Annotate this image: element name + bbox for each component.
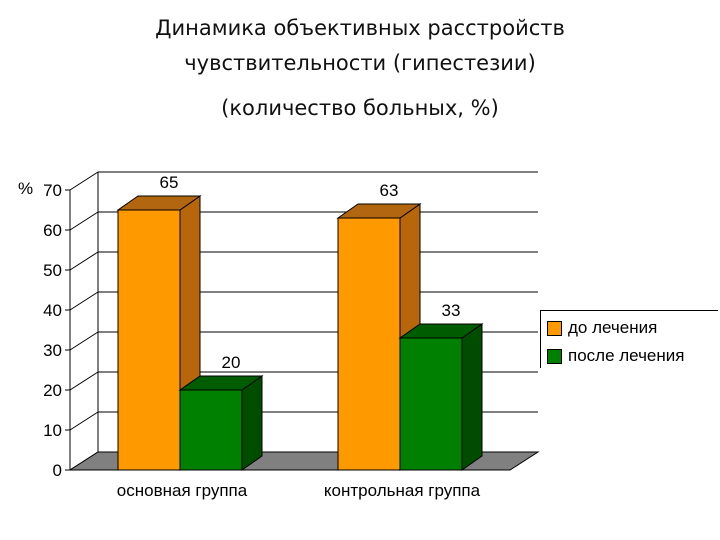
data-label: 33 [442,301,461,320]
legend-swatch-orange [547,320,562,336]
data-label: 65 [160,173,179,192]
chart-subtitle: (количество больных, %) [221,96,499,120]
legend-label: до лечения [568,318,658,337]
chart-title-line-1: Динамика объективных расстройств [155,16,565,40]
gridline-depth [69,291,99,311]
y-tick-label: 30 [43,341,62,360]
legend-label: после лечения [568,346,685,365]
bar-before-1 [117,209,181,471]
bar-after-1 [179,389,243,471]
gridline-depth [69,251,99,271]
gridline-depth [69,411,99,431]
gridline-depth [69,371,99,391]
y-axis-unit-label: % [18,179,33,198]
legend-swatch-green [547,348,562,364]
bar-side [241,375,263,471]
gridline-depth [69,211,99,231]
gridline-depth [69,331,99,351]
y-tick-label: 20 [43,381,62,400]
y-tick-label: 0 [53,461,62,480]
y-tick-label: 60 [43,221,62,240]
data-label: 63 [380,181,399,200]
x-category-label: контрольная группа [324,481,481,500]
legend-item-before-treatment: до лечения [547,317,657,339]
bar-side [461,323,483,471]
chart-title-line-2: чувствительности (гипестезии) [184,51,536,75]
bar-after-2 [399,337,463,471]
y-tick-label: 40 [43,301,62,320]
x-category-label: основная группа [117,481,248,500]
gridline-depth [69,171,99,191]
y-tick-label: 10 [43,421,62,440]
legend: до лечения после лечения [540,310,718,368]
y-tick-label: 70 [43,181,62,200]
data-label: 20 [222,353,241,372]
bar-before-2 [337,217,401,471]
legend-item-after-treatment: после лечения [547,345,684,367]
y-tick-label: 50 [43,261,62,280]
